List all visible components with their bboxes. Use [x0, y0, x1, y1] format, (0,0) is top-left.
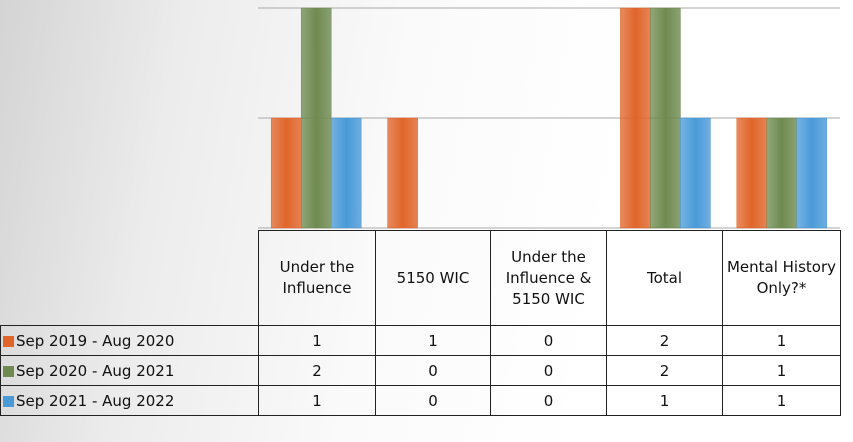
header-row: Under the Influence 5150 WIC Under the Inf… [0, 230, 841, 326]
data-table: Under the Influence 5150 WIC Under the Inf… [0, 230, 841, 416]
value-cell: 0 [490, 325, 607, 356]
series-row: Sep 2020 - Aug 2021 2 0 0 2 1 [0, 355, 841, 386]
value-cell: 2 [606, 325, 723, 356]
category-label: Under the Influence & 5150 WIC [490, 230, 607, 326]
legend-cell: Sep 2020 - Aug 2021 [0, 355, 259, 386]
legend-cell: Sep 2021 - Aug 2022 [0, 385, 259, 416]
value-cell: 0 [375, 355, 491, 386]
series-row: Sep 2021 - Aug 2022 1 0 0 1 1 [0, 385, 841, 416]
value-cell: 1 [375, 325, 491, 356]
value-cell: 1 [258, 325, 376, 356]
bar [300, 7, 332, 229]
value-cell: 0 [490, 385, 607, 416]
value-cell: 1 [722, 385, 841, 416]
legend-label: Sep 2019 - Aug 2020 [16, 331, 175, 350]
bar [736, 117, 768, 229]
bar [680, 117, 711, 229]
bar [330, 117, 362, 229]
category-label: Mental History Only?* [722, 230, 841, 326]
value-cell: 0 [490, 355, 607, 386]
value-cell: 2 [258, 355, 376, 386]
legend-swatch [3, 365, 14, 377]
series-row: Sep 2019 - Aug 2020 1 1 0 2 1 [0, 325, 841, 356]
legend-swatch [3, 395, 14, 407]
legend-label: Sep 2020 - Aug 2021 [16, 361, 175, 380]
legend-cell: Sep 2019 - Aug 2020 [0, 325, 259, 356]
bar [387, 117, 418, 229]
bar [766, 117, 798, 229]
bar [620, 7, 651, 229]
value-cell: 1 [606, 385, 723, 416]
category-label: 5150 WIC [375, 230, 491, 326]
value-cell: 1 [722, 355, 841, 386]
chart [258, 7, 840, 229]
value-cell: 2 [606, 355, 723, 386]
corner-cell [0, 230, 259, 326]
legend-label: Sep 2021 - Aug 2022 [16, 391, 175, 410]
value-cell: 0 [375, 385, 491, 416]
legend-swatch [3, 335, 14, 347]
bar [270, 117, 302, 229]
category-label: Under the Influence [258, 230, 376, 326]
value-cell: 1 [258, 385, 376, 416]
bar [796, 117, 828, 229]
bar [650, 7, 681, 229]
value-cell: 1 [722, 325, 841, 356]
category-label: Total [606, 230, 723, 326]
